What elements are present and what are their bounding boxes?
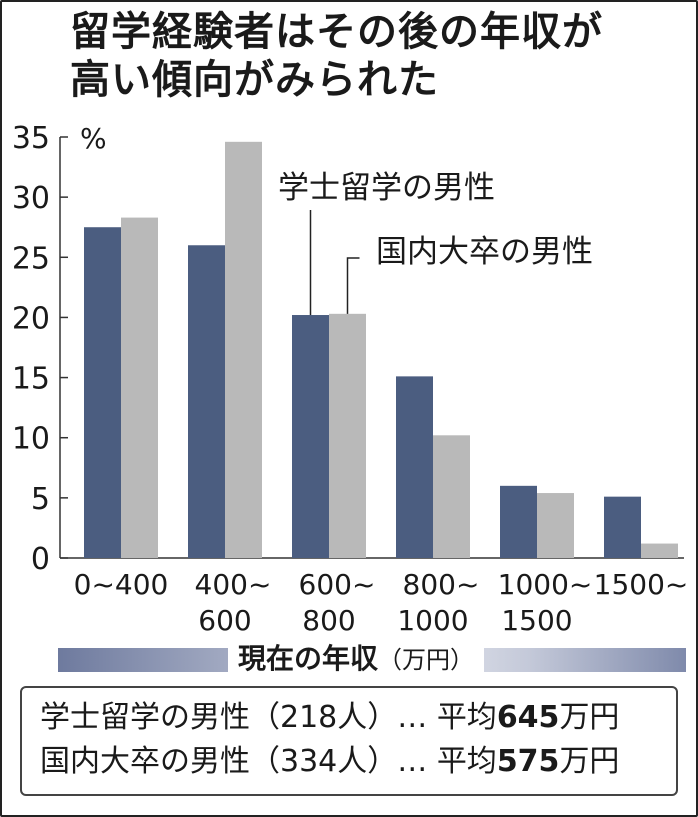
note-label: 国内大卒の男性（334人）… (40, 744, 428, 779)
y-tick-label: 0 (31, 542, 50, 577)
bar-study-abroad (396, 376, 433, 558)
note-avg-value: 575 (496, 744, 560, 779)
y-tick-label: 35 (12, 121, 50, 156)
note-label: 学士留学の男性（218人）… (40, 700, 428, 735)
bar-domestic (433, 435, 470, 558)
bar-domestic (121, 217, 158, 558)
series-label-domestic: 国内大卒の男性 (376, 234, 593, 270)
note-line-study-abroad: 学士留学の男性（218人）… 平均645万円 (40, 696, 676, 740)
note-avg-unit: 万円 (559, 700, 620, 735)
notes-box: 学士留学の男性（218人）… 平均645万円 国内大卒の男性（334人）… 平均… (20, 686, 678, 796)
y-tick-label: 25 (12, 241, 50, 276)
x-tick-label: 600~ (299, 568, 376, 601)
x-tick-label: 1000~ (498, 568, 593, 601)
series-label-study-abroad: 学士留学の男性 (278, 170, 495, 206)
bar-study-abroad (500, 485, 537, 558)
x-tick-label: 1500 (501, 604, 572, 637)
bar-domestic (225, 141, 262, 558)
chart-title: 留学経験者はその後の年収が 高い傾向がみられた (70, 8, 680, 104)
bar-domestic (641, 543, 678, 558)
note-avg-value: 645 (496, 700, 560, 735)
bar-study-abroad (84, 227, 121, 558)
title-line-2: 高い傾向がみられた (70, 57, 439, 103)
y-tick-label: 20 (12, 301, 50, 336)
x-tick-label: 0~400 (74, 568, 169, 601)
x-tick-label: 1500~ (594, 568, 689, 601)
note-avg-unit: 万円 (559, 744, 620, 779)
x-axis-unit: （万円） (378, 646, 475, 674)
bar-domestic (537, 493, 574, 558)
note-avg-prefix: 平均 (436, 744, 497, 779)
bar-study-abroad (188, 245, 225, 558)
bar-study-abroad (292, 315, 329, 558)
x-tick-label: 800 (302, 604, 355, 637)
x-tick-label: 1000 (397, 604, 468, 637)
x-tick-label: 600 (198, 604, 251, 637)
y-tick-label: 5 (31, 482, 50, 517)
bar-domestic (329, 313, 366, 558)
y-tick-label: 30 (12, 181, 50, 216)
y-tick-label: 10 (12, 422, 50, 457)
note-line-domestic: 国内大卒の男性（334人）… 平均575万円 (40, 740, 676, 784)
x-axis-title: 現在の年収 (238, 642, 379, 675)
x-tick-label: 800~ (403, 568, 480, 601)
leader-line-domestic (346, 257, 360, 314)
y-axis-unit: % (80, 122, 107, 155)
x-axis-label: 現在の年収（万円） (228, 641, 485, 678)
y-tick-label: 15 (12, 362, 50, 397)
title-line-1: 留学経験者はその後の年収が (70, 9, 603, 55)
bar-study-abroad (604, 496, 641, 558)
note-avg-prefix: 平均 (436, 700, 497, 735)
x-tick-label: 400~ (195, 568, 272, 601)
